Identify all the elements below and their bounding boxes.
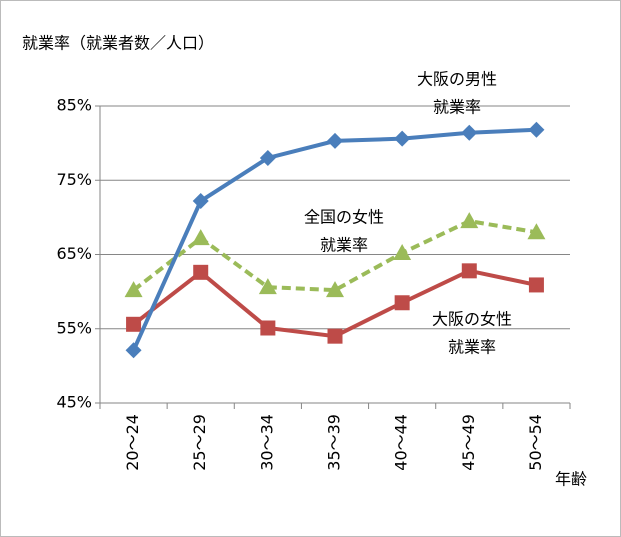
x-tick-label: 50～54 <box>526 414 545 471</box>
data-point <box>393 244 412 261</box>
x-tick-label: 25～29 <box>190 414 209 471</box>
data-point <box>394 295 410 311</box>
data-point <box>192 193 209 210</box>
data-point <box>191 229 210 246</box>
y-tick-label: 85% <box>56 96 92 115</box>
data-point <box>528 121 545 138</box>
x-tick-label: 45～49 <box>459 414 478 471</box>
data-point <box>125 342 142 359</box>
y-tick-label: 65% <box>56 244 92 263</box>
data-point <box>193 264 209 280</box>
data-point <box>327 328 343 344</box>
x-tick-label: 30～34 <box>257 414 276 471</box>
x-tick-label: 20～24 <box>123 414 142 471</box>
annotation: 就業率 <box>448 338 496 357</box>
data-point <box>124 281 143 298</box>
data-point <box>527 223 546 240</box>
data-point <box>528 277 544 293</box>
data-point <box>461 124 478 141</box>
data-point <box>327 132 343 149</box>
y-tick-label: 75% <box>56 170 92 189</box>
data-point <box>394 130 411 147</box>
chart-title: 就業率（就業者数／人口） <box>22 34 214 53</box>
y-tick-label: 45% <box>56 393 92 412</box>
annotation: 就業率 <box>320 236 368 255</box>
annotation: 就業率 <box>433 98 481 117</box>
data-point <box>259 149 276 166</box>
data-point <box>260 320 276 336</box>
y-tick-label: 55% <box>56 318 92 337</box>
data-point <box>460 212 479 229</box>
data-point <box>461 263 477 279</box>
data-point <box>126 316 142 332</box>
x-axis-label: 年齢 <box>555 470 587 489</box>
annotation: 大阪の女性 <box>432 310 512 329</box>
x-tick-label: 40～44 <box>392 414 411 471</box>
annotation: 全国の女性 <box>304 208 384 227</box>
data-point <box>326 281 344 298</box>
annotation: 大阪の男性 <box>417 70 497 89</box>
x-tick-label: 35～39 <box>325 414 344 471</box>
data-point <box>258 278 277 295</box>
